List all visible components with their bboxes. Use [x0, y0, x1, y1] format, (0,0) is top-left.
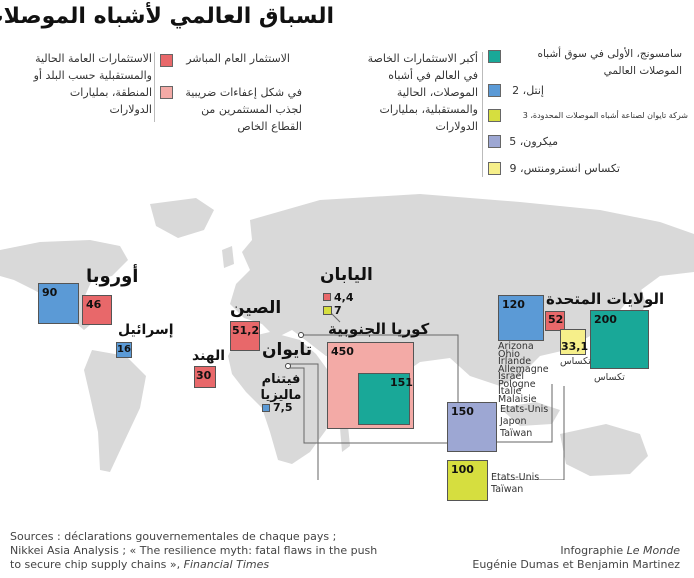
legend-label-tsmc: شركة تايوان لصناعة أشباه الموصلات المحدو…	[522, 111, 688, 120]
legend-label-micron: ميكرون، 5	[509, 135, 558, 148]
south-korea-tax-value: 450	[331, 345, 354, 358]
europe-direct-square	[82, 295, 112, 325]
usa-ti-city: تكساس	[560, 356, 591, 367]
usa-direct-square	[545, 311, 565, 331]
legend-divider	[154, 52, 155, 122]
japan-tsmc-value: 7	[334, 304, 342, 317]
india-square	[194, 366, 216, 388]
israel-value: 16	[117, 344, 131, 355]
usa-samsung-value: 200	[594, 313, 617, 326]
connector-korea	[301, 334, 459, 410]
legend-public-description: الاستثمارات العامة الحالية والمستقبلية ح…	[33, 52, 152, 116]
legend-label-direct: الاستثمار العام المباشر	[186, 52, 290, 65]
usa-direct-value: 52	[548, 313, 564, 326]
europe-tax-value: 90	[42, 286, 58, 299]
map-sea-islands	[500, 402, 560, 426]
india-label: الهند	[192, 348, 226, 364]
japan-tsmc-square	[323, 306, 332, 315]
vietnam-malaysia-value: 7,5	[273, 401, 293, 414]
intel-sites: Arizona Ohio Irlande Allemagne Israël Po…	[498, 341, 549, 405]
china-square	[230, 321, 260, 351]
page-title: السباق العالمي لأشباه الموصلات	[0, 4, 334, 29]
map-uk	[222, 246, 234, 268]
legend-label-ti: تكساس انسترومنتس، 9	[509, 162, 620, 175]
map-africa	[228, 332, 340, 464]
map-australia	[560, 424, 648, 476]
legend-private-description: أكبر الاستثمارات الخاصة في العالم في أشب…	[367, 52, 478, 133]
legend-swatch-intel	[488, 84, 501, 97]
europe-tax-square	[38, 283, 79, 324]
micron-sites: Etats-Unis Japon Taïwan	[500, 404, 549, 439]
legend-swatch-ti	[488, 162, 501, 175]
connector-taiwan-tsmc	[288, 363, 319, 480]
credits: Infographie Le Monde Eugénie Dumas et Be…	[472, 544, 680, 571]
china-value: 51,2	[232, 324, 260, 337]
legend-swatch-direct	[160, 54, 173, 67]
tsmc-square	[447, 460, 488, 501]
usa-ti-value: 33,1	[561, 340, 589, 353]
connector-tsmc-usa	[494, 386, 565, 480]
japan-direct-value: 4,4	[334, 291, 354, 304]
taiwan-label: تايوان	[262, 340, 313, 360]
south-korea-label: كوريا الجنوبية	[328, 320, 430, 338]
usa-intel-value: 120	[502, 298, 525, 311]
india-value: 30	[196, 369, 212, 382]
legend-swatch-micron	[488, 135, 501, 148]
europe-label: أوروبا	[86, 266, 139, 287]
legend-label-intel: إنتل، 2	[512, 84, 544, 97]
legend-swatch-tsmc	[488, 109, 501, 122]
tsmc-value: 100	[451, 463, 474, 476]
tsmc-sites: Etats-Unis Taïwan	[491, 472, 540, 495]
usa-samsung-square	[590, 310, 649, 369]
vietnam-malaysia-label: فيتنام ماليزيا	[260, 372, 302, 403]
legend-label-samsung: سامسونج، الأولى في سوق أشباه الموصلات ال…	[537, 48, 682, 77]
map-greenland	[150, 198, 214, 238]
usa-label: الولايات المتحدة	[546, 290, 665, 308]
usa-intel-square	[498, 295, 544, 341]
legend-swatch-tax	[160, 86, 173, 99]
israel-square	[116, 342, 132, 358]
china-label: الصين	[230, 298, 282, 318]
europe-direct-value: 46	[86, 298, 102, 311]
connector-taiwan-micron	[288, 367, 458, 444]
south-korea-samsung-square	[358, 373, 410, 425]
marker-korea	[298, 332, 304, 338]
map-south-america	[84, 350, 146, 472]
legend-label-tax: في شكل إعفاءات ضريبية لجذب المستثمرين من…	[185, 86, 302, 133]
vietnam-malaysia-square	[262, 404, 270, 412]
legend-swatch-samsung	[488, 50, 501, 63]
israel-label: إسرائيل	[118, 322, 174, 338]
usa-ti-square	[560, 329, 586, 355]
usa-samsung-city: تكساس	[594, 372, 625, 383]
japan-direct-square	[323, 293, 331, 301]
south-korea-samsung-value: 151	[390, 376, 413, 389]
sources: Sources : déclarations gouvernementales …	[10, 530, 378, 571]
micron-value: 150	[451, 405, 474, 418]
micron-square	[447, 402, 497, 452]
marker-taiwan	[285, 363, 291, 369]
map-madagascar	[340, 426, 350, 452]
legend-divider-right	[482, 52, 483, 177]
japan-label: اليابان	[320, 265, 373, 285]
